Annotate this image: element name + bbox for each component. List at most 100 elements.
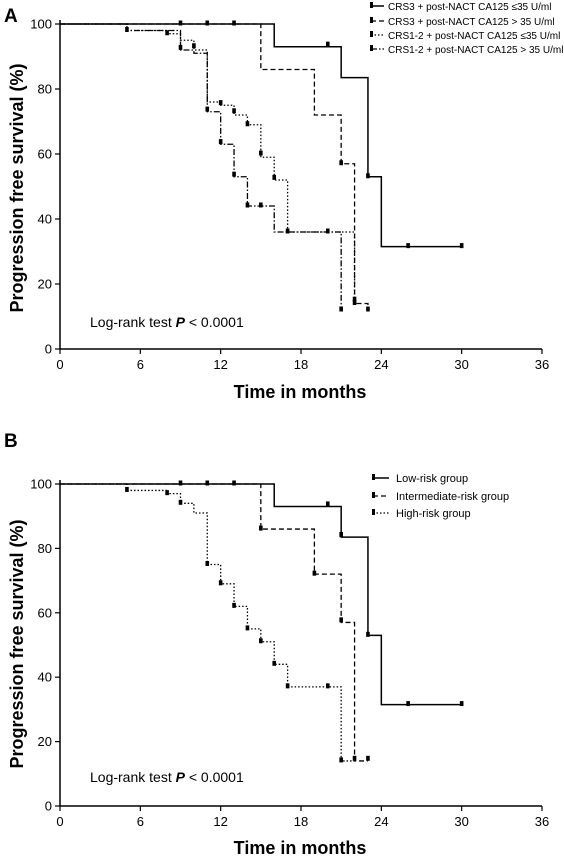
panel-b-legend-label-2: Intermediate-risk group <box>396 491 509 503</box>
panel-a-series-3-censor-mark <box>259 150 263 156</box>
panel-a-series-1-censor-mark <box>366 173 370 179</box>
panel-b-series-1-line <box>60 483 462 706</box>
panel-a-series-3-censor-mark <box>218 100 223 106</box>
panel-a-series-2-line <box>60 23 369 310</box>
panel-b-y-tick-label: 60 <box>38 605 52 620</box>
panel-a-series-3-censor-mark <box>232 108 236 114</box>
panel-a-series-2-censor-mark <box>352 300 357 305</box>
panel-b-legend-label-1: Low-risk group <box>396 473 468 485</box>
panel-a-series-3-line <box>60 23 356 301</box>
panel-a-series-2-censor-mark <box>339 160 343 166</box>
panel-a-series-1-censor-mark <box>205 20 210 26</box>
panel-b-series-1-censor-mark <box>325 501 330 507</box>
panel-b-series-3-censor-mark <box>339 757 343 763</box>
panel-a-series-1-censor-mark <box>178 20 183 26</box>
panel-a-series-3-censor-mark <box>165 30 169 36</box>
panel-a-x-tick-label: 36 <box>535 357 549 372</box>
panel-b-y-axis-title: Progression free survival (%) <box>7 519 27 768</box>
panel-b-series-1-censor-mark <box>406 701 410 707</box>
panel-a-legend-censor-3 <box>370 31 373 37</box>
panel-b-x-tick-label: 12 <box>213 814 227 829</box>
panel-b-series-3-censor-mark <box>165 490 169 496</box>
panel-a-x-tick-label: 0 <box>56 357 63 372</box>
panel-a-legend-label-3: CRS1-2 + post-NACT CA125 ≤35 U/ml <box>388 31 560 42</box>
panel-b-series-2-censor-mark <box>259 525 263 531</box>
panel-b-series-3-censor-mark <box>272 660 277 666</box>
panel-b-series-3-censor-mark <box>218 580 223 586</box>
panel-b-series-3-censor-mark <box>178 499 183 505</box>
panel-b-y-tick-label: 40 <box>38 670 52 685</box>
panel-b-x-axis-title: Time in months <box>234 838 367 858</box>
panel-b-series-2-censor-mark <box>366 755 370 761</box>
panel-b-legend-censor-3 <box>372 509 375 515</box>
panel-b-series-2-censor-mark <box>339 617 343 623</box>
panel-a-legend-censor-2 <box>370 17 373 23</box>
panel-b-series-1-censor-mark <box>339 532 343 538</box>
panel-a-series-1-censor-mark <box>406 243 410 249</box>
panel-a-y-axis-title: Progression free survival (%) <box>7 63 27 312</box>
panel-b-y-tick-label: 80 <box>38 541 52 556</box>
panel-a-series-3-censor-mark <box>192 43 196 49</box>
panel-b-series-1-censor-mark <box>232 480 236 486</box>
panel-a-legend-censor-4 <box>370 45 373 51</box>
panel-a-logrank-value: < 0.0001 <box>185 314 244 330</box>
panel-b-series-1-censor-mark <box>366 631 370 637</box>
panel-b-series-2-line <box>60 483 368 762</box>
panel-b: B Progression free survival (%) Time in … <box>4 431 549 858</box>
panel-a-series-4-censor-mark <box>285 228 290 234</box>
panel-b-series-1-censor-mark <box>205 480 210 486</box>
panel-b-x-tick-label: 30 <box>454 814 468 829</box>
panel-a-letter: A <box>4 6 18 27</box>
panel-a-x-axis-title: Time in months <box>234 382 367 402</box>
panel-a-y-tick-label: 80 <box>38 82 52 97</box>
panel-b-legend: Low-risk group Intermediate-risk group H… <box>396 473 509 520</box>
panel-b-legend-censor-2 <box>372 492 375 498</box>
panel-b-series-3-censor-mark <box>285 683 290 689</box>
panel-b-series-2-censor-mark <box>312 570 317 576</box>
panel-b-series-3-censor-mark <box>232 602 236 608</box>
panel-a-x-tick-label: 24 <box>374 357 388 372</box>
panel-a-x-tick-label: 6 <box>137 357 144 372</box>
panel-a-series-4-line <box>60 23 342 310</box>
panel-a-series-1-censor-mark <box>459 243 464 249</box>
panel-a-series-1-line <box>60 23 462 248</box>
panel-a-legend: CRS3 + post-NACT CA125 ≤35 U/ml CRS3 + p… <box>388 2 563 56</box>
panel-a-x-tick-label: 30 <box>454 357 468 372</box>
panel-a-legend-label-1: CRS3 + post-NACT CA125 ≤35 U/ml <box>388 2 551 13</box>
panel-b-y-tick-label: 100 <box>30 477 52 492</box>
panel-b-letter: B <box>4 431 18 452</box>
panel-b-logrank-value: < 0.0001 <box>185 769 244 785</box>
panel-a-y-tick-label: 100 <box>30 17 52 32</box>
panel-a-series-3-censor-mark <box>245 121 250 127</box>
panel-b-series-1-censor-mark <box>178 480 183 486</box>
panel-a-x-tick-label: 12 <box>213 357 227 372</box>
panel-b-series-3-censor-mark <box>125 486 129 492</box>
panel-b-legend-label-3: High-risk group <box>396 508 471 520</box>
panel-a-series-4-censor-mark <box>125 27 129 32</box>
panel-a-logrank-label: Log-rank test <box>90 314 176 330</box>
panel-a-logrank-p: P <box>176 314 186 330</box>
panel-a-series-4-censor-mark <box>178 44 183 50</box>
panel-b-logrank-p: P <box>176 769 186 785</box>
panel-a-series-3-censor-mark <box>352 296 357 302</box>
panel-a-series-1-censor-mark <box>325 41 330 47</box>
panel-a-series-4-censor-mark <box>205 106 210 112</box>
panel-b-series-2-censor-mark <box>352 755 357 761</box>
panel-b-series-3-censor-mark <box>259 638 263 644</box>
panel-b-x-tick-label: 36 <box>535 814 549 829</box>
panel-b-x-tick-label: 24 <box>374 814 388 829</box>
panel-a-series-2-censor-mark <box>366 306 370 312</box>
panel-a-logrank-annotation: Log-rank test P < 0.0001 <box>90 314 244 330</box>
panel-b-x-tick-label: 18 <box>294 814 308 829</box>
panel-b-series-3-censor-mark <box>245 625 250 631</box>
panel-b-logrank-label: Log-rank test <box>90 769 176 785</box>
panel-a-series-4-censor-mark <box>245 202 250 208</box>
panel-a-legend-label-4: CRS1-2 + post-NACT CA125 > 35 U/ml <box>388 45 563 56</box>
panel-b-logrank-annotation: Log-rank test P < 0.0001 <box>90 769 244 785</box>
panel-a-legend-censor-1 <box>370 2 373 8</box>
panel-a-y-tick-label: 20 <box>38 277 52 292</box>
panel-b-series-3-censor-mark <box>325 683 330 689</box>
panel-a-series-1-censor-mark <box>232 20 236 26</box>
panel-a-series-4-censor-mark <box>218 139 223 145</box>
panel-b-y-tick-label: 0 <box>45 799 52 814</box>
